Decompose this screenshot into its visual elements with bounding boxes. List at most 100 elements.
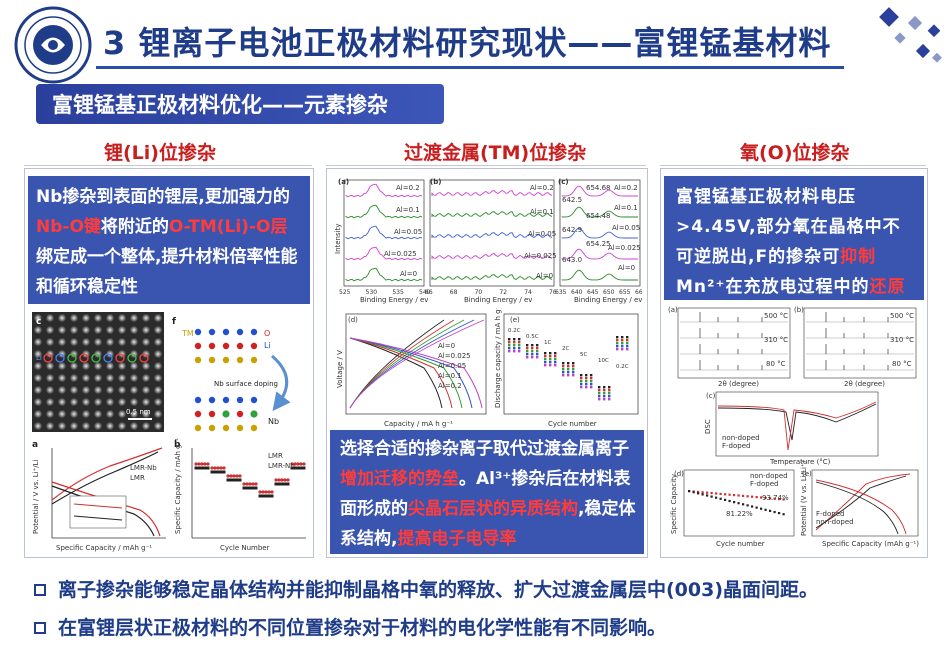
tm-d-label: (d) (348, 316, 358, 324)
corner-decoration-icon (879, 7, 942, 63)
tm-rate-point (518, 341, 521, 344)
cycle-point-f-doped (746, 495, 749, 498)
rate-point-lmr-nb (232, 474, 236, 478)
stem-atom-marker (103, 353, 113, 363)
cycle-point-f-doped (697, 490, 700, 493)
cycle-point-f-doped (782, 498, 785, 501)
tm-rate-point (603, 392, 606, 395)
tm-rate-point (621, 336, 624, 339)
tm-rate-point (562, 365, 565, 368)
tm-rate-point (616, 336, 619, 339)
tm-d-xlabel: Capacity / mA h g⁻¹ (384, 420, 453, 428)
schematic-atom (194, 410, 202, 418)
xps-tick-label: 525 (339, 289, 351, 296)
tm-rate-point (598, 386, 601, 389)
schematic-atom (208, 396, 216, 404)
rate-point-lmr (296, 466, 300, 470)
schematic-atom (250, 342, 258, 350)
xps-tick-label: 635 (555, 289, 567, 296)
panel-tm-text-box (330, 430, 644, 554)
rate-point-lmr-nb (235, 474, 239, 478)
xps-a-label: (a) (338, 178, 349, 186)
xps-c-curve (561, 227, 638, 239)
tm-rate-point (544, 355, 547, 358)
rate-point-lmr (299, 466, 303, 470)
o-doping-figure: (a) (b) 500 °C 310 °C 80 °C 500 °C 310 °… (666, 304, 924, 550)
tm-rate-point (621, 345, 624, 348)
cycle-point-non-doped (733, 501, 736, 504)
panel-li-text-box (28, 176, 310, 304)
tm-rate-point (567, 365, 570, 368)
cycle-point-non-doped (742, 503, 745, 506)
tm-rate-point (608, 398, 611, 401)
university-logo-icon (14, 6, 92, 84)
rate-point-lmr-nb (293, 462, 297, 466)
tm-rate-point (531, 356, 534, 359)
rate-point-lmr (210, 470, 214, 474)
tm-rate-point (508, 347, 511, 350)
stem-panel-label: c (36, 317, 41, 327)
rate-point-lmr (261, 494, 265, 498)
panel-li (24, 168, 314, 558)
tm-d-ylabel: Voltage / V (336, 350, 344, 388)
xps-a-curve (345, 246, 423, 261)
rate-point-lmr (232, 478, 236, 482)
panel-li-heading: 锂(Li)位掺杂 (104, 142, 216, 164)
xps-b-xlabel: Binding Energy / ev (464, 296, 532, 304)
o-e-xlabel: Specific Capacity (mAh g⁻¹) (822, 540, 919, 548)
li-rate-panel-label: b (174, 440, 181, 450)
xps-a-curve (345, 225, 423, 240)
rate-point-lmr-nb (264, 490, 268, 494)
tm-rate-label: 5C (580, 352, 587, 358)
tm-rate-point (626, 348, 629, 351)
tm-rate-point (585, 386, 588, 389)
xps-tick-label: 645 (587, 289, 599, 296)
cycle-point-non-doped (706, 494, 709, 497)
cycle-point-f-doped (755, 496, 758, 499)
tm-rate-point (590, 383, 593, 386)
tm-rate-point (536, 350, 539, 353)
cycle-point-non-doped (719, 497, 722, 500)
tm-rate-label: 1C (544, 340, 551, 346)
cycle-point-non-doped (778, 512, 781, 515)
cycle-point-non-doped (724, 498, 727, 501)
schematic-atom (194, 328, 202, 336)
o-d-pct1: 93.74% (762, 494, 789, 502)
tm-rate-point (508, 338, 511, 341)
xps-al-4: Al=0.025 (384, 250, 417, 258)
panel-tm-heading-line (326, 165, 646, 166)
tm-d-legend-4: Al=0.1 (438, 372, 462, 380)
tm-rate-point (590, 380, 593, 383)
schematic-atom (222, 328, 230, 336)
tm-rate-point (567, 374, 570, 377)
tm-rate-point (580, 383, 583, 386)
xps-peak-1: 654.68 (586, 184, 611, 192)
o-b-label: (b) (794, 306, 804, 314)
rate-point-lmr-nb (299, 462, 303, 466)
rate-point-lmr-nb (270, 490, 274, 494)
rate-point-lmr (254, 486, 258, 490)
o-charge-non-doped (815, 475, 907, 529)
tm-rate-point (526, 347, 529, 350)
tm-rate-point (621, 339, 624, 342)
tm-rate-point (562, 371, 565, 374)
section-subtitle: 富锂锰基正极材料优化——元素掺杂 (52, 93, 388, 117)
cycle-point-non-doped (782, 513, 785, 516)
rate-point-lmr (242, 486, 246, 490)
xps-b-curve (431, 211, 553, 218)
tm-rate-point (598, 389, 601, 392)
cycle-point-f-doped (742, 494, 745, 497)
tm-rate-point (585, 380, 588, 383)
xps-a-curve (345, 267, 423, 282)
schematic-atom (236, 424, 244, 432)
xps-b-curve (431, 253, 553, 260)
rate-point-lmr-nb (274, 478, 278, 482)
li-voltage-panel-label: a (32, 440, 38, 450)
tm-rate-point (513, 344, 516, 347)
tm-rate-point (562, 368, 565, 371)
xps-peak-5: 654.25 (586, 240, 611, 248)
xps-b-curve (431, 190, 553, 197)
tm-voltage-curve (349, 337, 463, 409)
li-rate-legend-1: LMR (268, 452, 283, 460)
tm-rate-point (608, 395, 611, 398)
